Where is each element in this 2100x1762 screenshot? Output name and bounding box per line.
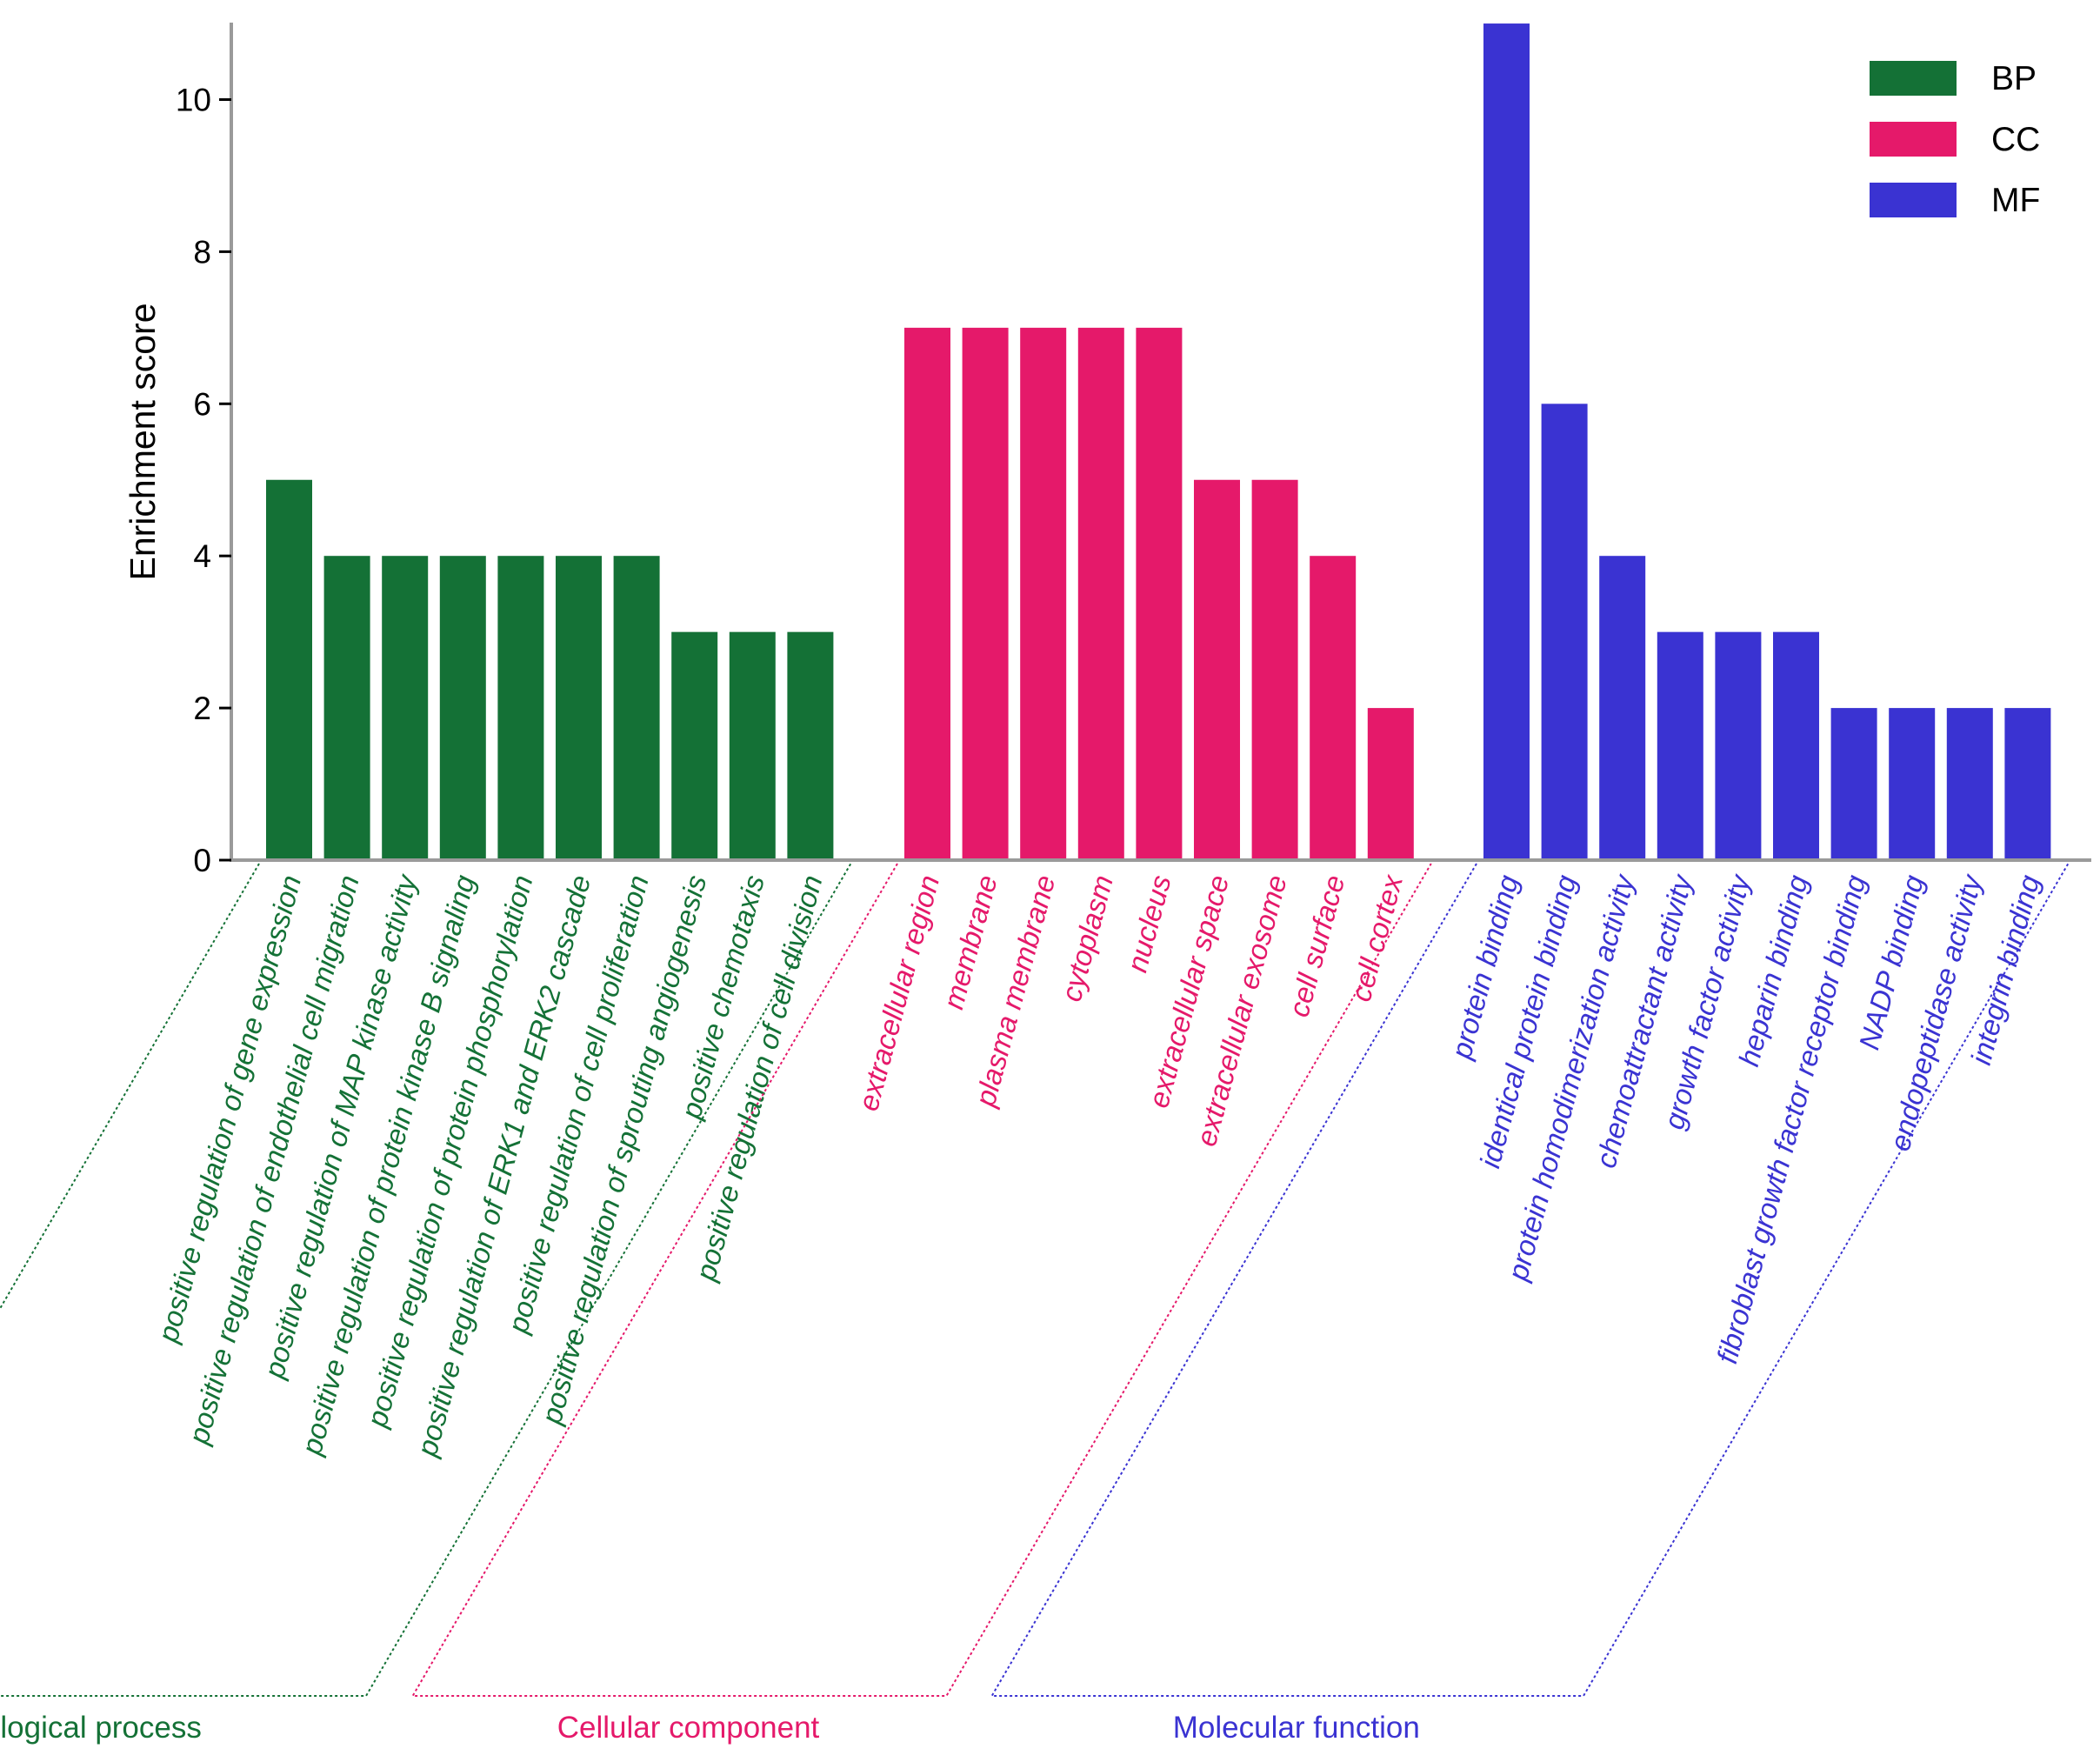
- bar-bp: [497, 556, 544, 860]
- bar-mf: [1599, 556, 1646, 860]
- category-label: cell cortex: [1344, 871, 1410, 1005]
- category-labels: positive regulation of gene expressionpo…: [151, 870, 2046, 1460]
- y-ticks: 0 2 4 6 8 10: [176, 83, 231, 878]
- axes-layer: [230, 23, 2091, 862]
- y-tick-label: 6: [193, 386, 211, 422]
- bar-cc: [1136, 327, 1183, 861]
- category-label: membrane: [937, 871, 1003, 1012]
- group-label-cc: Cellular component: [557, 1711, 820, 1745]
- group-label-mf: Molecular function: [1173, 1711, 1420, 1745]
- bar-mf: [1946, 708, 1993, 860]
- y-tick-label: 2: [193, 691, 211, 726]
- bar-cc: [904, 327, 950, 861]
- legend-label-bp: BP: [1991, 60, 2037, 97]
- bar-bp: [729, 631, 776, 860]
- category-label: cytoplasm: [1055, 871, 1119, 1004]
- y-tick-label: 8: [193, 234, 211, 270]
- bar-bp: [439, 556, 486, 860]
- legend-swatch-mf: [1870, 183, 1957, 217]
- bars-layer: [266, 23, 2051, 861]
- bar-cc: [962, 327, 1009, 861]
- y-tick-label: 4: [193, 538, 211, 574]
- bar-mf: [1889, 708, 1936, 860]
- y-axis-title: Enrichment score: [123, 303, 163, 580]
- bar-mf: [1657, 631, 1703, 860]
- bar-cc: [1251, 479, 1298, 860]
- bar-bp: [556, 556, 602, 860]
- bar-bp: [671, 631, 718, 860]
- bar-mf: [1773, 631, 1819, 860]
- group-bracket-bp: [0, 863, 852, 1697]
- category-label: cell surface: [1283, 871, 1351, 1020]
- y-tick-label: 10: [176, 83, 211, 118]
- bar-bp: [266, 479, 312, 860]
- y-tick-label: 0: [193, 843, 211, 878]
- group-bracket-cc: [410, 863, 1432, 1697]
- group-brackets: Biological process Cellular component Mole…: [0, 863, 2070, 1745]
- legend-label-cc: CC: [1991, 121, 2040, 158]
- category-label: nucleus: [1120, 871, 1177, 975]
- bar-cc: [1020, 327, 1067, 861]
- bar-mf: [1483, 23, 1530, 861]
- bar-cc: [1310, 556, 1357, 860]
- bar-bp: [323, 556, 370, 860]
- bar-cc: [1367, 708, 1414, 860]
- bar-cc: [1077, 327, 1124, 861]
- bar-cc: [1194, 479, 1240, 860]
- bar-bp: [787, 631, 834, 860]
- bar-mf: [1715, 631, 1762, 860]
- bar-mf: [1541, 404, 1588, 860]
- bar-mf: [1830, 708, 1877, 860]
- legend-swatch-bp: [1870, 61, 1957, 96]
- bar-mf: [2004, 708, 2051, 860]
- group-bracket-mf: [990, 863, 2070, 1697]
- bar-bp: [613, 556, 660, 860]
- legend-label-mf: MF: [1991, 182, 2040, 219]
- bar-bp: [382, 556, 429, 860]
- legend-swatch-cc: [1870, 122, 1957, 157]
- legend: BP CC MF: [1870, 60, 2040, 219]
- group-label-bp: Biological process: [0, 1711, 202, 1745]
- category-label: extracellular region: [851, 871, 945, 1114]
